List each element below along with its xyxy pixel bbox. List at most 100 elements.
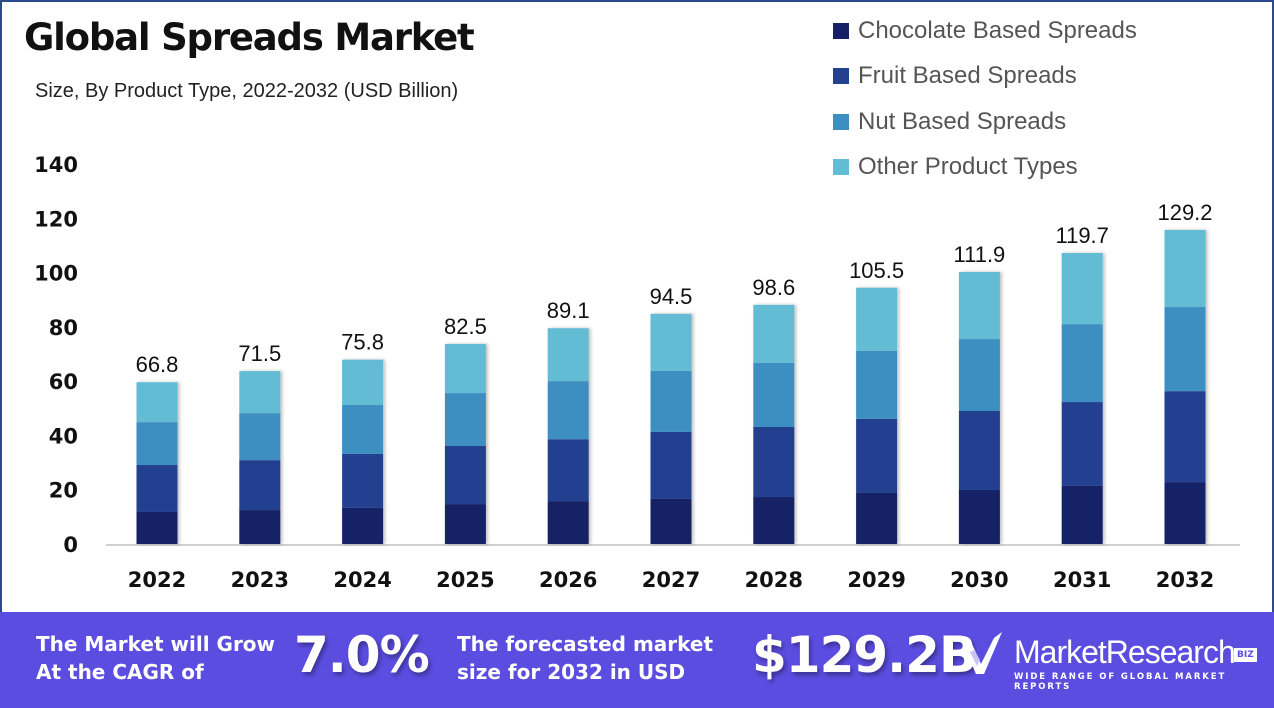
bar-segment-fruit-based-spreads-2023 [239,460,281,511]
bar-segment-nut-based-spreads-2029 [856,350,898,419]
bar-segment-nut-based-spreads-2032 [1164,307,1206,392]
data-label-total: 129.2 [1157,200,1212,225]
bar-segment-nut-based-spreads-2028 [753,362,795,428]
x-tick-label: 2024 [333,568,391,592]
legend-swatch-nut [833,113,849,130]
legend-swatch-chocolate [833,22,849,39]
data-label-total: 105.5 [849,258,904,283]
legend-label-fruit: Fruit Based Spreads [858,62,1077,90]
y-tick-label: 0 [63,533,78,557]
data-label-total: 75.8 [341,330,384,355]
x-tick-label: 2027 [642,568,700,592]
bar-stack-2029 [856,287,898,544]
bar-stack-2025 [444,343,486,544]
x-tick-label: 2030 [950,568,1008,592]
y-tick-label: 100 [34,262,78,286]
x-tick-label: 2023 [231,568,289,592]
bar-segment-other-product-types-2028 [753,304,795,363]
bar-segment-chocolate-based-spreads-2028 [753,497,795,544]
bar-stack-2028 [753,304,795,544]
bar-stack-2024 [342,359,384,544]
logo-badge: BIZ [1234,648,1257,662]
chart-title: Global Spreads Market [24,16,475,59]
bar-segment-other-product-types-2025 [444,343,486,394]
legend-item-nut: Nut Based Spreads [833,99,1137,145]
bar-segment-nut-based-spreads-2031 [1061,324,1103,403]
bar-stack-2031 [1061,253,1103,544]
x-tick-label: 2028 [745,568,803,592]
cagr-label-line2: At the CAGR of [36,660,204,684]
legend-item-fruit: Fruit Based Spreads [833,54,1137,100]
forecast-value: $129.2B [752,626,977,684]
data-label-total: 98.6 [752,275,795,300]
bar-segment-chocolate-based-spreads-2030 [958,489,1000,544]
cagr-label-line1: The Market will Grow [36,632,276,656]
bar-segment-other-product-types-2023 [239,371,281,414]
logo-tagline: WIDE RANGE OF GLOBAL MARKET REPORTS [1014,672,1227,692]
legend-item-chocolate: Chocolate Based Spreads [833,8,1137,54]
bar-segment-other-product-types-2030 [958,272,1000,340]
x-tick-label: 2025 [436,568,494,592]
bar-segment-nut-based-spreads-2024 [342,404,384,454]
data-label-total: 71.5 [238,341,281,366]
forecast-label: The forecasted market size for 2032 in U… [457,630,713,686]
data-label-total: 66.8 [136,352,179,377]
bar-segment-fruit-based-spreads-2028 [753,427,795,498]
bar-stack-2023 [239,371,281,544]
bar-segment-other-product-types-2022 [136,382,178,423]
bar-segment-fruit-based-spreads-2025 [444,446,486,505]
data-label-total: 89.1 [547,298,590,323]
stacked-bar-chart: 0 20 40 60 80 100 120 140 66.8 71.5 75.8 82.5 89.1 9… [34,153,1240,592]
cagr-label: The Market will Grow At the CAGR of [36,630,275,686]
y-tick-label: 20 [49,479,78,503]
y-tick-label: 120 [34,207,78,231]
bar-segment-fruit-based-spreads-2027 [650,431,692,499]
y-tick-label: 40 [49,424,78,448]
x-tick-label: 2029 [847,568,905,592]
bar-segment-fruit-based-spreads-2030 [958,411,1000,490]
bar-segment-chocolate-based-spreads-2026 [547,501,589,544]
bar-segment-chocolate-based-spreads-2029 [856,492,898,544]
legend-label-other: Other Product Types [858,153,1078,181]
bar-segment-other-product-types-2031 [1061,253,1103,325]
bar-segment-other-product-types-2029 [856,287,898,351]
x-tick-label: 2031 [1053,568,1111,592]
bar-segment-chocolate-based-spreads-2027 [650,498,692,544]
bar-stack-2026 [547,328,589,544]
bar-segment-chocolate-based-spreads-2023 [239,510,281,544]
legend-swatch-other [833,159,849,176]
bar-segment-fruit-based-spreads-2031 [1061,402,1103,486]
legend: Chocolate Based Spreads Fruit Based Spre… [833,8,1137,190]
logo-name: MarketResearch [1014,634,1236,670]
bar-segment-chocolate-based-spreads-2032 [1164,482,1206,544]
bar-segment-chocolate-based-spreads-2024 [342,507,384,544]
bar-segment-fruit-based-spreads-2024 [342,453,384,508]
x-axis: 2022 2023 2024 2025 2026 2027 2028 2029 2030 2031… [128,568,1214,592]
bar-segment-nut-based-spreads-2030 [958,339,1000,411]
forecast-label-line1: The forecasted market [457,632,714,656]
y-tick-label: 140 [34,153,78,177]
x-tick-label: 2032 [1156,568,1214,592]
bar-stack-2032 [1164,229,1206,544]
bar-stack-2030 [958,272,1000,544]
bar-segment-other-product-types-2032 [1164,229,1206,308]
chart-subtitle: Size, By Product Type, 2022-2032 (USD Bi… [35,80,459,102]
data-label-total: 111.9 [954,242,1006,267]
bar-segment-chocolate-based-spreads-2031 [1061,485,1103,544]
bar-segment-other-product-types-2024 [342,359,384,405]
bar-segment-chocolate-based-spreads-2022 [136,511,178,544]
bar-segment-nut-based-spreads-2022 [136,422,178,466]
bars: 66.8 71.5 75.8 82.5 89.1 94.5 98.6 105.5 111.9 11… [136,200,1213,544]
bar-segment-nut-based-spreads-2023 [239,413,281,461]
forecast-label-line2: size for 2032 in USD [457,660,686,684]
bar-segment-other-product-types-2027 [650,313,692,371]
x-tick-label: 2022 [128,568,186,592]
bar-segment-fruit-based-spreads-2026 [547,439,589,502]
bar-segment-chocolate-based-spreads-2025 [444,504,486,544]
bar-segment-other-product-types-2026 [547,328,589,382]
legend-label-nut: Nut Based Spreads [858,107,1067,135]
data-label-total: 94.5 [650,284,693,309]
cagr-value: 7.0% [294,626,430,684]
y-tick-label: 60 [49,370,78,394]
